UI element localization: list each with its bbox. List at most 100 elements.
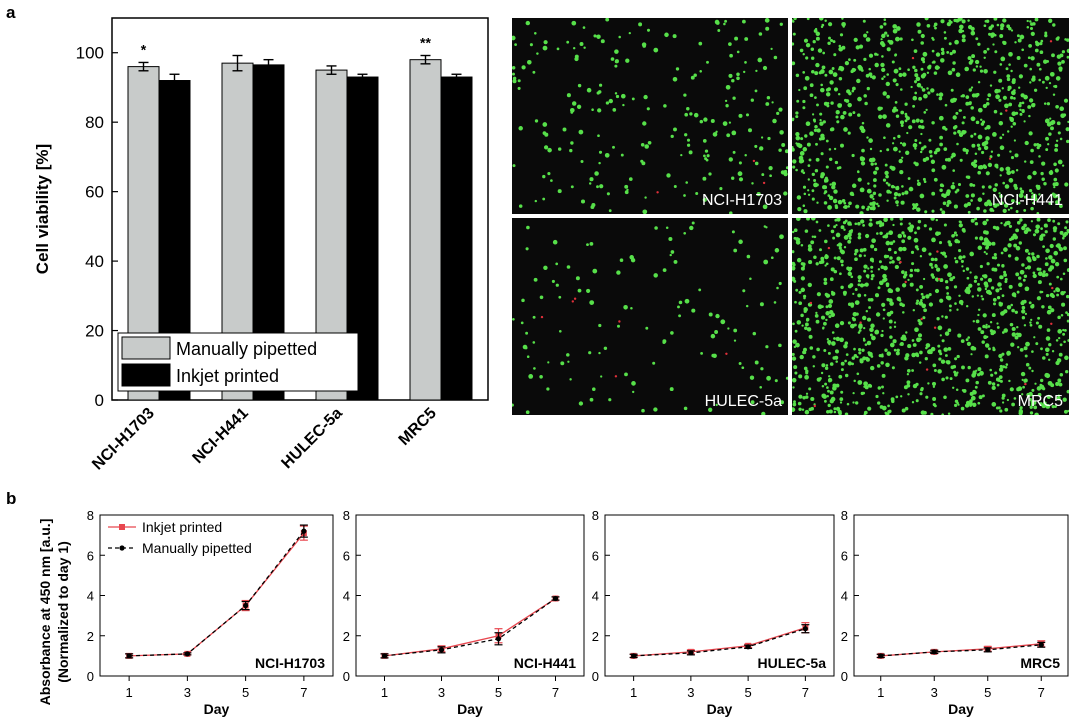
- x-tick-label: 1: [877, 685, 884, 700]
- live-cell-dot: [512, 72, 515, 76]
- live-cell-dot: [999, 275, 1004, 280]
- live-cell-dot: [779, 22, 783, 26]
- live-cell-dot: [579, 42, 584, 46]
- live-cell-dot: [817, 48, 823, 53]
- live-cell-dot: [961, 365, 965, 370]
- live-cell-dot: [1059, 373, 1064, 377]
- live-cell-dot: [977, 80, 981, 84]
- live-cell-dot: [877, 386, 882, 390]
- live-cell-dot: [605, 18, 610, 22]
- live-cell-dot: [988, 185, 992, 189]
- live-cell-dot: [848, 201, 852, 206]
- live-cell-dot: [1039, 50, 1044, 55]
- live-cell-dot: [955, 388, 959, 391]
- live-cell-dot: [1027, 105, 1032, 109]
- live-cell-dot: [1043, 59, 1048, 64]
- live-cell-dot: [1044, 31, 1048, 35]
- live-cell-dot: [872, 178, 877, 183]
- live-cell-dot: [883, 136, 886, 140]
- live-cell-dot: [578, 129, 584, 135]
- live-cell-dot: [1040, 39, 1044, 43]
- live-cell-dot: [967, 19, 970, 22]
- live-cell-dot: [1033, 88, 1038, 92]
- live-cell-dot: [996, 23, 1000, 27]
- live-cell-dot: [979, 264, 983, 269]
- live-cell-dot: [1020, 371, 1026, 377]
- live-cell-dot: [779, 234, 784, 240]
- live-cell-dot: [686, 143, 691, 147]
- live-cell-dot: [895, 287, 900, 292]
- live-cell-dot: [1052, 182, 1057, 187]
- live-cell-dot: [900, 200, 905, 205]
- live-cell-dot: [930, 346, 936, 352]
- dead-cell-dot: [899, 260, 902, 264]
- live-cell-dot: [728, 42, 732, 46]
- live-cell-dot: [795, 218, 801, 221]
- live-cell-dot: [975, 37, 979, 41]
- live-cell-dot: [903, 234, 907, 238]
- live-cell-dot: [762, 204, 768, 210]
- live-cell-dot: [798, 407, 802, 412]
- panel-b-letter: b: [6, 489, 16, 508]
- live-cell-dot: [995, 377, 1000, 382]
- dead-cell-dot: [813, 404, 816, 408]
- live-cell-dot: [941, 339, 945, 343]
- live-cell-dot: [983, 69, 988, 74]
- live-cell-dot: [1024, 354, 1028, 358]
- micrograph-label: NCI-H1703: [701, 192, 782, 209]
- live-cell-dot: [835, 110, 840, 115]
- live-cell-dot: [939, 183, 944, 188]
- live-cell-dot: [1030, 22, 1034, 26]
- live-cell-dot: [879, 25, 884, 29]
- live-cell-dot: [1044, 273, 1049, 277]
- live-cell-dot: [895, 186, 900, 191]
- live-cell-dot: [804, 409, 810, 415]
- live-cell-dot: [938, 115, 944, 121]
- live-cell-dot: [993, 256, 998, 260]
- live-cell-dot: [928, 293, 932, 297]
- dead-cell-dot: [827, 246, 831, 250]
- live-cell-dot: [1036, 218, 1041, 222]
- live-cell-dot: [914, 231, 917, 235]
- live-cell-dot: [1055, 360, 1060, 366]
- live-cell-dot: [670, 134, 674, 139]
- live-cell-dot: [907, 393, 910, 396]
- live-cell-dot: [870, 277, 874, 281]
- live-cell-dot: [1038, 267, 1042, 271]
- live-cell-dot: [794, 371, 798, 375]
- live-cell-dot: [868, 189, 872, 194]
- live-cell-dot: [731, 230, 735, 234]
- live-cell-dot: [848, 58, 851, 61]
- live-cell-dot: [904, 114, 908, 118]
- live-cell-dot: [952, 182, 955, 185]
- live-cell-dot: [1045, 148, 1049, 152]
- live-cell-dot: [1018, 282, 1023, 288]
- x-tick-label: 7: [802, 685, 809, 700]
- live-cell-dot: [891, 60, 895, 64]
- live-cell-dot: [728, 157, 733, 162]
- live-cell-dot: [1036, 62, 1041, 67]
- live-cell-dot: [936, 317, 940, 321]
- live-cell-dot: [868, 384, 873, 388]
- live-cell-dot: [866, 276, 870, 279]
- live-cell-dot: [792, 32, 796, 36]
- live-cell-dot: [542, 174, 546, 179]
- live-cell-dot: [731, 130, 737, 136]
- live-cell-dot: [847, 205, 850, 208]
- live-cell-dot: [843, 205, 848, 209]
- live-cell-dot: [805, 121, 811, 127]
- live-cell-dot: [950, 184, 956, 190]
- live-cell-dot: [1048, 202, 1052, 205]
- live-cell-dot: [920, 67, 924, 71]
- live-cell-dot: [1030, 56, 1035, 61]
- live-cell-dot: [859, 156, 864, 161]
- live-cell-dot: [914, 80, 917, 84]
- live-cell-dot: [990, 34, 994, 38]
- live-cell-dot: [1003, 328, 1008, 333]
- subplot-title: MRC5: [1020, 655, 1060, 671]
- live-cell-dot: [831, 181, 837, 187]
- live-cell-dot: [1039, 290, 1043, 294]
- live-cell-dot: [891, 260, 895, 264]
- live-cell-dot: [668, 236, 673, 242]
- live-cell-dot: [891, 108, 897, 113]
